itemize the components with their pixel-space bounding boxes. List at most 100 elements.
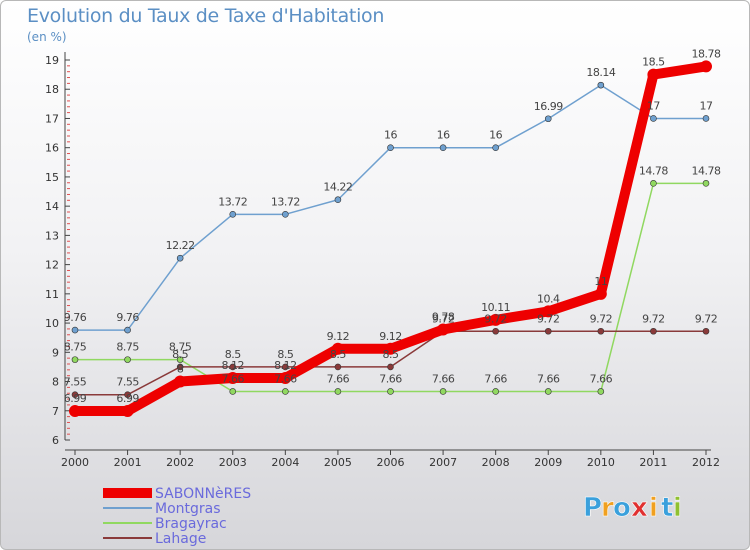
data-label: 13.72 [271,195,300,208]
data-label: 9.72 [537,312,560,325]
x-tick-label: 2012 [692,456,720,469]
data-point [229,388,237,395]
data-label: 9.72 [432,312,455,325]
legend-entry: Bragayrac [155,516,227,532]
data-point [334,363,342,371]
data-point [492,144,499,151]
data-point [439,144,447,151]
data-point [437,323,450,336]
data-point [702,327,710,335]
data-point [489,313,502,326]
data-point [279,372,292,385]
data-label: 10.11 [481,301,510,314]
y-tick-label: 17 [45,112,59,125]
data-label: 7.66 [222,372,245,385]
legend-entry: Montgras [155,501,221,517]
data-label: 7.55 [64,376,87,389]
data-label: 6.99 [116,392,139,405]
data-label: 9.72 [484,312,507,325]
data-label: 7.66 [537,372,560,385]
data-point [176,356,184,363]
x-tick-label: 2003 [219,456,247,469]
data-point [492,388,499,395]
x-tick-label: 2008 [482,456,510,469]
data-point [226,372,239,385]
data-label: 9.78 [432,311,455,324]
legend-entry: Lahage [155,531,206,547]
data-point [124,356,131,363]
x-tick-label: 2010 [587,456,615,469]
data-label: 9.76 [64,311,87,324]
data-label: 18.14 [586,66,615,79]
logo-letter: i [649,493,658,523]
data-point [124,391,131,398]
x-tick-label: 2005 [324,456,352,469]
data-label: 14.22 [323,181,352,194]
y-tick-label: 7 [52,405,59,418]
x-tick-label: 2000 [61,456,89,469]
legend-entry: SABONNèRES [155,486,251,502]
data-point [282,363,289,371]
data-point [387,363,394,371]
data-label: 17 [700,99,713,112]
data-point [176,363,184,371]
y-tick-label: 8 [52,376,59,389]
data-point [492,327,499,335]
data-label: 11 [594,275,607,288]
data-point [229,211,237,218]
logo-letter: P [583,493,602,523]
data-point [597,327,605,335]
data-label: 7.66 [432,372,455,385]
y-tick-label: 13 [45,229,59,242]
x-tick-label: 2001 [114,456,142,469]
data-label: 8.12 [222,359,245,372]
data-label: 9.12 [327,330,350,343]
data-label: 8.12 [274,359,297,372]
logo-letter: x [631,493,648,523]
data-point [544,327,552,335]
data-point [331,342,344,355]
y-tick-label: 11 [45,288,59,301]
data-point [702,115,710,122]
x-tick-label: 2011 [639,456,667,469]
y-tick-label: 6 [52,434,59,447]
data-label: 8.75 [169,341,192,354]
data-label: 18.5 [642,56,665,69]
data-label: 12.22 [166,239,195,252]
data-point [594,287,607,300]
data-point [229,363,237,371]
data-label: 7.66 [379,372,402,385]
data-label: 9.72 [642,312,665,325]
data-label: 8.5 [172,348,188,361]
data-point [597,388,605,395]
y-tick-label: 18 [45,83,59,96]
data-point [71,391,79,398]
data-label: 8.5 [225,348,241,361]
data-label: 18.78 [692,47,721,60]
logo-letter: o [613,493,631,523]
x-tick-label: 2006 [377,456,405,469]
data-label: 8.5 [383,348,399,361]
data-label: 8 [177,363,184,376]
data-point [384,342,397,355]
series-line-montgras [74,84,707,331]
logo-letter: i [673,493,682,523]
y-tick-label: 14 [45,200,59,213]
data-point [71,326,79,334]
x-tick-label: 2004 [271,456,299,469]
data-point [439,388,447,395]
data-label: 16 [384,129,397,142]
data-label: 13.72 [218,195,247,208]
data-point [121,405,134,418]
x-tick-label: 2002 [166,456,194,469]
data-point [702,180,710,187]
data-label: 14.78 [692,164,721,177]
data-point [174,375,187,388]
data-label: 7.66 [327,372,350,385]
data-label: 10.4 [537,292,560,305]
data-point [597,81,605,89]
data-point [650,327,657,335]
y-tick-label: 10 [45,317,59,330]
